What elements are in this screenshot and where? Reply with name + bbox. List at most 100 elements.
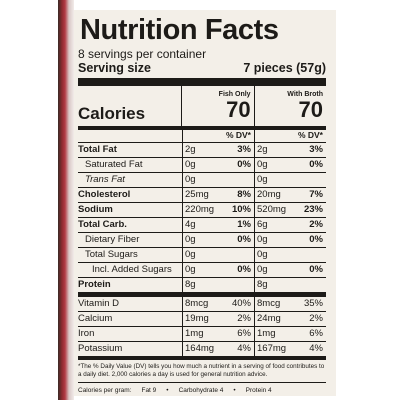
nutrient-row: Total Sugars 0g 0g — [78, 248, 326, 263]
vitamin-amount: 1mg — [185, 328, 204, 339]
nutrient-cell: 6g 2% — [254, 218, 326, 232]
vitamin-row: Vitamin D 8mcg 40% 8mcg 35% — [78, 297, 326, 312]
column-heading: With Broth — [287, 91, 323, 98]
calories-column-with-broth: With Broth 70 — [253, 86, 326, 126]
vitamin-dv: 2% — [237, 313, 251, 324]
nutrient-cell: 0g — [254, 248, 326, 262]
nutrient-label: Sodium — [78, 204, 113, 215]
vitamin-label: Vitamin D — [78, 298, 120, 309]
vitamin-cell: 8mcg 35% — [254, 297, 326, 311]
vitamin-dv: 6% — [237, 328, 251, 339]
nutrient-amount: 2g — [185, 144, 196, 155]
vitamin-cell: 24mg 2% — [254, 312, 326, 326]
nutrient-dv: 3% — [309, 144, 323, 155]
nutrient-dv: 0% — [237, 264, 251, 275]
nutrient-amount: 0g — [185, 249, 196, 260]
daily-value-header: % DV* % DV* — [78, 130, 326, 143]
nutrient-label: Protein — [78, 279, 111, 290]
nutrient-cell: 220mg 10% — [182, 203, 254, 217]
dv-header-1: % DV* — [182, 130, 254, 142]
label-background — [74, 10, 336, 396]
vitamin-dv: 40% — [231, 298, 251, 309]
calories-value: 70 — [298, 97, 323, 122]
nutrient-dv: 23% — [303, 204, 323, 215]
nutrient-cell: 2g 3% — [254, 143, 326, 157]
nutrient-label: Total Sugars — [85, 249, 138, 260]
vitamin-dv: 4% — [309, 343, 323, 354]
nutrient-cell: 0g 0% — [182, 158, 254, 172]
nutrient-label: Total Fat — [78, 144, 117, 155]
dv-header-2: % DV* — [254, 130, 326, 142]
nutrient-amount: 6g — [257, 219, 268, 230]
serving-size-label: Serving size — [78, 61, 151, 75]
nutrient-cell: 0g — [254, 173, 326, 187]
nutrient-amount: 4g — [185, 219, 196, 230]
vitamin-cell: 1mg 6% — [254, 327, 326, 341]
nutrient-row: Total Fat 2g 3% 2g 3% — [78, 143, 326, 158]
nutrient-table: Total Fat 2g 3% 2g 3% Saturated Fat 0g 0% 0g 0% Tr… — [78, 143, 326, 297]
nutrient-row: Protein 8g 8g — [78, 278, 326, 297]
nutrient-amount: 20mg — [257, 189, 281, 200]
nutrient-cell: 2g 3% — [182, 143, 254, 157]
vitamin-amount: 8mcg — [185, 298, 209, 309]
nutrient-row: Saturated Fat 0g 0% 0g 0% — [78, 158, 326, 173]
servings-per-container: 8 servings per container — [78, 47, 207, 61]
nutrient-cell: 8g — [182, 278, 254, 292]
nutrient-row: Sodium 220mg 10% 520mg 23% — [78, 203, 326, 218]
daily-value-footnote: *The % Daily Value (DV) tells you how mu… — [78, 363, 325, 378]
nutrient-label: Cholesterol — [78, 189, 131, 200]
nutrient-cell: 0g 0% — [254, 233, 326, 247]
calories-column-fish-only: Fish Only 70 — [181, 86, 253, 126]
nutrient-dv: 0% — [309, 264, 323, 275]
nutrient-cell: 0g 0% — [182, 233, 254, 247]
nutrient-dv: 2% — [309, 219, 323, 230]
nutrient-amount: 0g — [185, 174, 196, 185]
nutrient-amount: 220mg — [185, 204, 215, 215]
column-heading: Fish Only — [218, 91, 251, 98]
vitamin-amount: 19mg — [185, 313, 209, 324]
nutrient-label: Total Carb. — [78, 219, 127, 230]
nutrient-dv: 8% — [237, 189, 251, 200]
nutrient-amount: 0g — [257, 159, 268, 170]
nutrient-amount: 0g — [185, 264, 196, 275]
vitamin-amount: 8mcg — [257, 298, 281, 309]
nutrient-row: Dietary Fiber 0g 0% 0g 0% — [78, 233, 326, 248]
nutrient-cell: 0g 0% — [254, 158, 326, 172]
nutrient-row: Trans Fat 0g 0g — [78, 173, 326, 188]
vitamin-row: Calcium 19mg 2% 24mg 2% — [78, 312, 326, 327]
nutrient-label: Saturated Fat — [85, 159, 143, 170]
nutrient-amount: 25mg — [185, 189, 209, 200]
vitamin-cell: 1mg 6% — [182, 327, 254, 341]
nutrient-label: Incl. Added Sugars — [92, 264, 172, 275]
nutrient-amount: 0g — [257, 234, 268, 245]
vitamin-label: Calcium — [78, 313, 113, 324]
vitamin-cell: 164mg 4% — [182, 342, 254, 356]
nutrient-cell: 8g — [254, 278, 326, 292]
nutrient-cell: 0g 0% — [182, 263, 254, 277]
vitamin-amount: 1mg — [257, 328, 276, 339]
vitamin-dv: 4% — [237, 343, 251, 354]
calories-per-gram-label: Calories per gram: — [78, 387, 132, 394]
nutrient-amount: 0g — [257, 264, 268, 275]
nutrition-label: Nutrition Facts 8 servings per container… — [78, 14, 326, 395]
nutrient-amount: 8g — [185, 279, 196, 290]
label-title: Nutrition Facts — [80, 14, 279, 46]
vitamin-amount: 24mg — [257, 313, 281, 324]
nutrient-cell: 4g 1% — [182, 218, 254, 232]
vitamin-table: Vitamin D 8mcg 40% 8mcg 35% Calcium 19mg 2% 24mg… — [78, 297, 326, 360]
nutrient-amount: 0g — [257, 174, 268, 185]
calories-per-gram: Calories per gram: Fat 9 • Carbohydrate … — [78, 382, 326, 395]
calories-label: Calories — [78, 104, 146, 123]
nutrient-row: Incl. Added Sugars 0g 0% 0g 0% — [78, 263, 326, 278]
nutrient-amount: 0g — [185, 159, 196, 170]
protein-per-gram: Protein 4 — [245, 387, 272, 394]
vitamin-amount: 164mg — [185, 343, 215, 354]
nutrient-amount: 8g — [257, 279, 268, 290]
nutrient-dv: 7% — [309, 189, 323, 200]
nutrient-amount: 0g — [257, 249, 268, 260]
nutrient-dv: 10% — [231, 204, 251, 215]
nutrient-amount: 520mg — [257, 204, 287, 215]
calories-value: 70 — [226, 97, 251, 122]
vitamin-cell: 19mg 2% — [182, 312, 254, 326]
carb-per-gram: Carbohydrate 4 — [178, 387, 224, 394]
